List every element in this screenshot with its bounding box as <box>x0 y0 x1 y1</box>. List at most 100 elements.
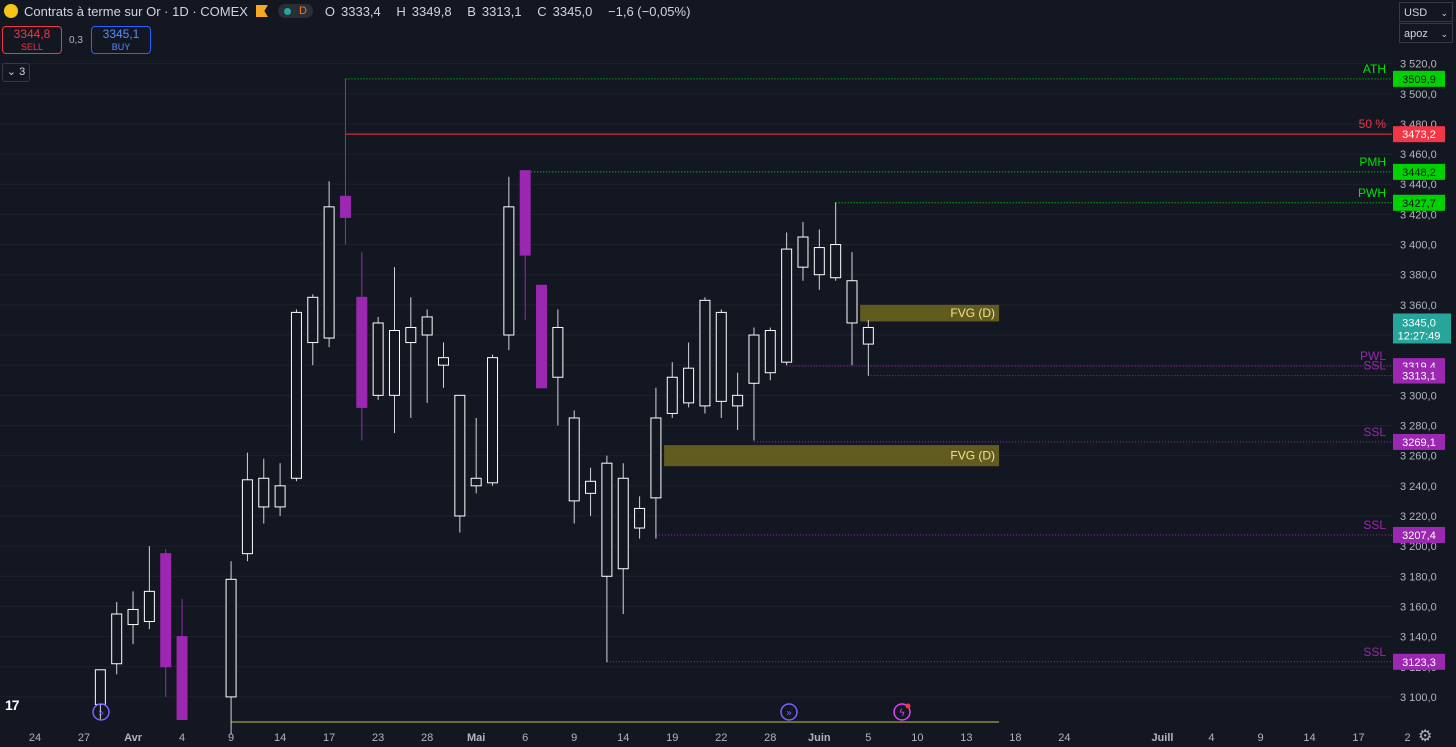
time-tick-label: 4 <box>179 732 185 744</box>
candle-body <box>290 311 302 479</box>
grid <box>0 63 1392 698</box>
candle-body <box>846 280 858 324</box>
candle-body <box>552 326 564 378</box>
candles <box>94 78 874 735</box>
status-letter: D <box>298 5 307 17</box>
time-tick-label: 5 <box>865 732 871 744</box>
symbol-title[interactable]: Contrats à terme sur Or · 1D · COMEX <box>24 3 248 19</box>
level-price-tag <box>1393 163 1445 180</box>
level-price-tag-text: 3123,3 <box>1402 657 1436 669</box>
fvg-label: FVG (D) <box>950 306 995 320</box>
gear-icon[interactable]: ⚙ <box>1418 728 1433 745</box>
level-label: 50 % <box>1359 117 1387 131</box>
price-tick-label: 3 260,0 <box>1400 451 1437 463</box>
time-tick-label: 19 <box>666 732 678 744</box>
tradingview-logo-icon[interactable]: 17 <box>5 697 20 713</box>
time-tick-label: 24 <box>1058 732 1070 744</box>
time-tick-label: 14 <box>274 732 286 744</box>
time-tick-label: 9 <box>1257 732 1263 744</box>
scale-select[interactable]: apoz ⌄ <box>1399 23 1453 43</box>
time-tick-label: 24 <box>29 732 41 744</box>
flag-icon[interactable] <box>255 5 268 17</box>
event-icon <box>92 703 110 721</box>
sell-button[interactable]: 3344,8 SELL <box>2 26 62 54</box>
candle-body <box>241 479 253 555</box>
time-tick-label: Juill <box>1151 732 1173 744</box>
candle-body <box>160 553 172 668</box>
level-price-tag <box>1393 70 1445 87</box>
indicators-collapse-button[interactable]: ⌄ 3 <box>2 63 30 82</box>
event-markers: » » ϟ <box>92 703 911 721</box>
candle-body <box>356 296 368 408</box>
candle-body <box>568 417 580 502</box>
time-tick-label: 9 <box>571 732 577 744</box>
candle-body <box>683 367 695 404</box>
currency-select[interactable]: USD ⌄ <box>1399 2 1453 22</box>
time-tick-label: 23 <box>372 732 384 744</box>
candle-body <box>830 244 842 279</box>
level-price-tag-text: 3473,2 <box>1402 129 1436 141</box>
level-price-tag <box>1393 194 1445 211</box>
candle-body <box>715 311 727 402</box>
price-tick-label: 3 400,0 <box>1400 240 1437 252</box>
open-value: 3333,4 <box>341 3 381 19</box>
candle-body <box>519 170 531 256</box>
candle-body <box>503 206 515 336</box>
buy-button[interactable]: 3345,1 BUY <box>91 26 151 54</box>
candle-body <box>487 357 499 484</box>
gold-logo-icon <box>4 4 18 18</box>
time-tick-label: 4 <box>1208 732 1214 744</box>
candle-body <box>405 326 417 344</box>
time-tick-label: 22 <box>715 732 727 744</box>
candle-body <box>258 477 270 508</box>
market-open-dot-icon <box>283 7 291 15</box>
price-tick-label: 3 140,0 <box>1400 632 1437 644</box>
low-value: 3313,1 <box>481 3 522 19</box>
price-tick-label: 3 100,0 <box>1400 692 1437 704</box>
market-status-badge[interactable]: D <box>277 4 313 18</box>
candle-body <box>143 590 155 623</box>
time-tick-label: 13 <box>960 732 972 744</box>
time-tick-label: 10 <box>911 732 923 744</box>
change-value: −1,6 (−0,05%) <box>608 3 691 19</box>
time-tick-label: 6 <box>522 732 528 744</box>
price-tick-label: 3 500,0 <box>1400 89 1437 101</box>
candle-body <box>225 578 237 698</box>
time-tick-label: Juin <box>808 732 831 744</box>
level-price-tag-text: 3427,7 <box>1402 198 1436 210</box>
close-label: C <box>537 3 547 19</box>
level-price-tag <box>1393 526 1445 543</box>
close-value: 3345,0 <box>552 3 593 19</box>
candle-body <box>388 329 400 396</box>
ohlc-readout: O 3333,4 H 3349,8 B 3313,1 C 3345,0 −1,6 (−0… <box>325 4 697 19</box>
candle-body <box>127 608 139 626</box>
candle-body <box>699 299 711 407</box>
level-label: SSL <box>1363 518 1386 532</box>
candle-body <box>666 376 678 414</box>
price-tick-label: 3 380,0 <box>1400 270 1437 282</box>
candle-body <box>372 322 384 396</box>
time-tick-label: Avr <box>124 732 143 744</box>
price-tick-label: 3 160,0 <box>1400 601 1437 613</box>
price-tick-label: 3 460,0 <box>1400 149 1437 161</box>
alert-dot-icon <box>905 703 911 709</box>
current-price-tag <box>1393 313 1451 344</box>
level-label: PMH <box>1359 155 1386 169</box>
spread-value: 0,3 <box>69 35 83 46</box>
candle-body <box>634 507 646 529</box>
chevron-down-icon: ⌄ <box>1440 8 1448 18</box>
level-label: SSL <box>1363 645 1386 659</box>
lightning-icon-glyph: ϟ <box>899 708 906 719</box>
level-label: SSL <box>1363 425 1386 439</box>
price-tick-label: 3 280,0 <box>1400 420 1437 432</box>
time-axis: 24 27 Avr 4 9 14 17 23 28 Mai 6 9 14 19 22 28 Juin 5 10 13 1… <box>29 732 1411 744</box>
level-price-tag <box>1393 367 1445 384</box>
price-tags: 3509,93473,23448,23427,73319,43313,13269… <box>1393 70 1451 670</box>
event-icon <box>780 703 798 721</box>
time-tick-label: 9 <box>228 732 234 744</box>
candle-body <box>813 247 825 276</box>
candle-body <box>94 669 106 705</box>
currency-value: USD <box>1404 7 1428 19</box>
